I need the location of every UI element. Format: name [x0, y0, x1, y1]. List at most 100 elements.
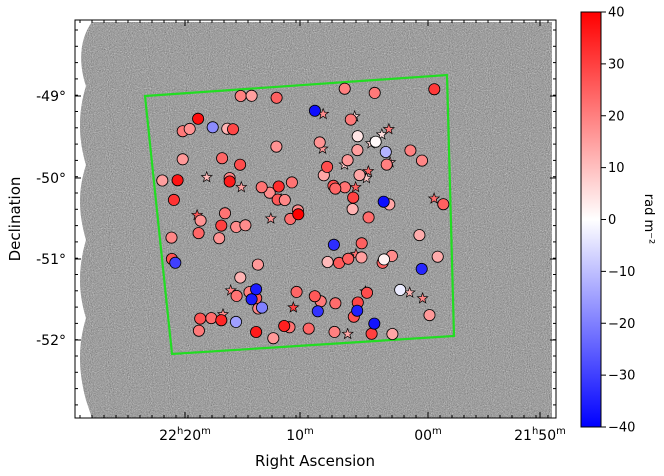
rm-point — [226, 123, 239, 136]
rm-point — [234, 90, 247, 103]
rm-point — [346, 203, 359, 216]
rm-point — [213, 232, 226, 245]
rm-point — [216, 152, 229, 165]
rm-point — [338, 82, 351, 95]
rm-point — [428, 83, 441, 96]
rm-point — [308, 104, 321, 117]
rm-point — [308, 290, 321, 303]
rm-point — [377, 195, 390, 208]
rm-point — [230, 289, 243, 302]
rm-point — [362, 211, 375, 224]
colorbar-label: rad m⁻² — [641, 194, 656, 244]
rm-point — [351, 304, 364, 317]
axis-ticks — [75, 20, 556, 418]
rm-point — [360, 286, 373, 299]
rm-point — [245, 293, 258, 306]
rm-point — [404, 144, 417, 157]
rm-point — [302, 322, 315, 335]
rm-point — [431, 250, 444, 263]
star-marker — [224, 283, 237, 296]
rm-point — [292, 208, 305, 221]
rm-point — [206, 121, 219, 134]
rm-point — [251, 258, 264, 271]
rm-point — [156, 174, 169, 187]
rm-point — [239, 219, 252, 232]
rm-point — [368, 317, 381, 330]
colorbar-tick-label: 0 — [608, 213, 616, 228]
colorbar-tick-label: −40 — [608, 421, 635, 436]
rm-point — [272, 180, 285, 193]
rm-point — [278, 193, 291, 206]
rm-point — [311, 305, 324, 318]
star-marker — [287, 301, 300, 313]
rm-point — [215, 219, 228, 232]
rm-point — [250, 325, 263, 338]
rm-point — [342, 252, 355, 265]
rm-point — [394, 283, 407, 296]
rm-point — [255, 181, 268, 194]
rm-point — [380, 158, 393, 171]
star-marker — [341, 327, 354, 340]
rm-point — [355, 237, 368, 250]
star-marker — [362, 164, 375, 177]
rm-point — [267, 332, 280, 345]
rm-point — [285, 176, 298, 189]
rm-point — [365, 327, 378, 340]
rm-point — [347, 191, 360, 204]
rm-point — [369, 135, 382, 148]
rm-point — [215, 314, 228, 327]
rm-point — [270, 140, 283, 153]
colorbar-tick-label: −20 — [608, 317, 635, 332]
rm-point — [278, 319, 291, 332]
rm-point — [192, 324, 205, 337]
colorbar-tick-label: 30 — [608, 57, 625, 72]
rm-point — [218, 207, 231, 220]
y-tick-label: -51° — [36, 252, 66, 268]
rm-point — [192, 227, 205, 240]
rm-point — [176, 153, 189, 166]
rm-point — [329, 297, 342, 310]
plot-frame — [74, 19, 557, 419]
x-axis-title: Right Ascension — [255, 452, 375, 470]
x-tick-label: 21h50m — [514, 426, 566, 444]
y-tick-label: -49° — [36, 89, 66, 105]
rm-point — [327, 238, 340, 251]
rm-point — [415, 154, 428, 167]
star-marker — [200, 170, 213, 183]
rm-point — [328, 325, 341, 338]
rm-point — [250, 283, 263, 296]
rm-markers — [156, 82, 450, 345]
rm-point — [194, 214, 207, 227]
rm-point — [329, 182, 342, 195]
colorbar-tick-label: −30 — [608, 369, 635, 384]
rm-point — [229, 315, 242, 328]
rm-point — [234, 158, 247, 171]
rm-point — [245, 89, 258, 102]
y-axis-title: Declination — [6, 177, 24, 262]
colorbar-tick-label: 40 — [608, 6, 625, 21]
x-tick-label: 00m — [414, 426, 442, 444]
rm-point — [321, 160, 334, 173]
y-tick-label: -52° — [36, 333, 66, 349]
rm-point — [165, 231, 178, 244]
rm-point — [353, 169, 366, 182]
x-tick-label: 22h20m — [159, 426, 211, 444]
rm-point — [377, 253, 390, 266]
star-marker — [264, 212, 277, 224]
rm-point — [290, 285, 303, 298]
rm-point — [351, 144, 364, 157]
colorbar-ticks: 40 30 20 10 0 −10 −20 −30 −40 — [601, 6, 635, 436]
rm-point — [169, 256, 182, 269]
rm-point — [171, 174, 184, 187]
colorbar-tick-label: 20 — [608, 109, 625, 124]
rm-point — [368, 86, 381, 99]
rm-point — [194, 312, 207, 325]
radio-image — [80, 22, 552, 418]
rm-point — [355, 251, 368, 264]
star-marker — [382, 122, 396, 135]
rm-point — [437, 198, 450, 211]
rm-point — [351, 130, 364, 143]
colorbar-tick-label: 10 — [608, 161, 625, 176]
rm-point — [183, 122, 196, 135]
